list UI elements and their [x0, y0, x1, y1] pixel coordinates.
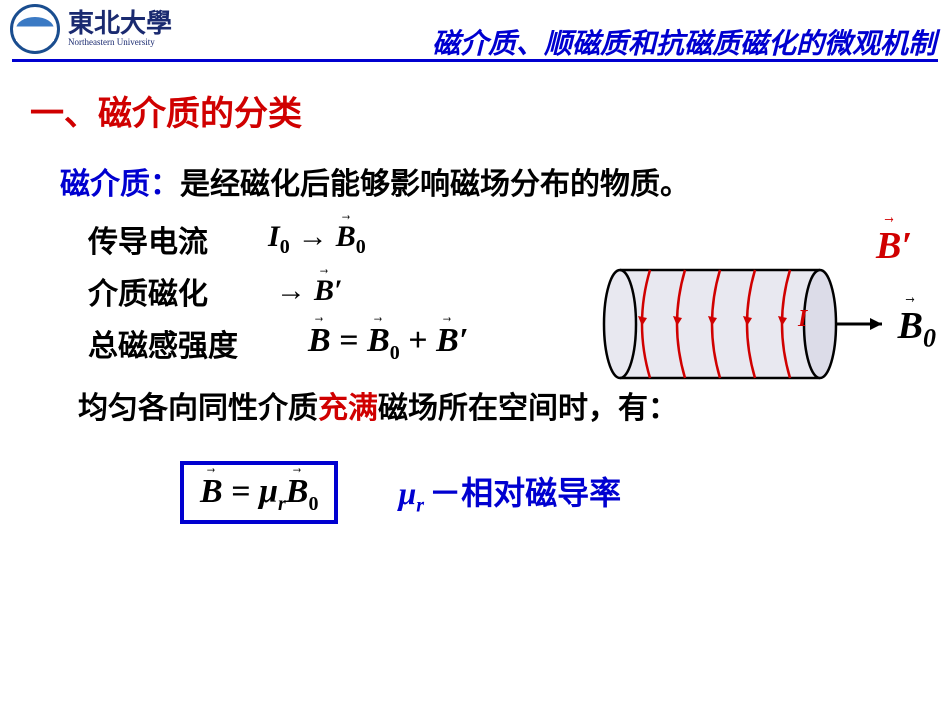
conduction-label: 传导电流: [88, 217, 268, 261]
university-logo: 東北大學 Northeastern University: [10, 4, 172, 54]
mu-description: μr －相对磁导率: [398, 468, 621, 517]
definition-body: 是经磁化后能够影响磁场分布的物质。: [180, 168, 690, 201]
condition-part-b: 充满: [318, 392, 378, 425]
magnetization-label: 介质磁化: [88, 269, 268, 313]
current-label: I: [798, 306, 807, 333]
magnetization-formula: →B′: [268, 274, 342, 308]
section-heading: 一、磁介质的分类: [30, 86, 920, 135]
slide-header: 東北大學 Northeastern University 磁介质、顺磁质和抗磁质…: [0, 0, 950, 62]
definition-line: 磁介质：是经磁化后能够影响磁场分布的物质。: [60, 159, 920, 203]
slide-title: 磁介质、顺磁质和抗磁质磁化的微观机制: [432, 22, 936, 62]
definition-term: 磁介质：: [60, 168, 180, 201]
formula-box: B = μrB0: [180, 461, 338, 524]
b-prime-label: B′: [876, 224, 912, 268]
condition-part-a: 均匀各向同性介质: [78, 392, 318, 425]
total-field-formula: B = B0 + B′: [308, 322, 468, 365]
boxed-formula-row: B = μrB0 μr －相对磁导率: [180, 461, 920, 524]
header-divider: [12, 59, 938, 62]
b-zero-label: B0: [898, 304, 936, 354]
solenoid-diagram: B′ B0 I: [600, 228, 930, 388]
total-field-label: 总磁感强度: [88, 321, 308, 365]
boxed-formula: B = μrB0: [200, 473, 318, 510]
conduction-formula: I0→B0: [268, 220, 366, 259]
logo-emblem: [10, 4, 60, 54]
university-name-cn: 東北大學: [68, 9, 172, 38]
university-name-en: Northeastern University: [68, 37, 172, 47]
